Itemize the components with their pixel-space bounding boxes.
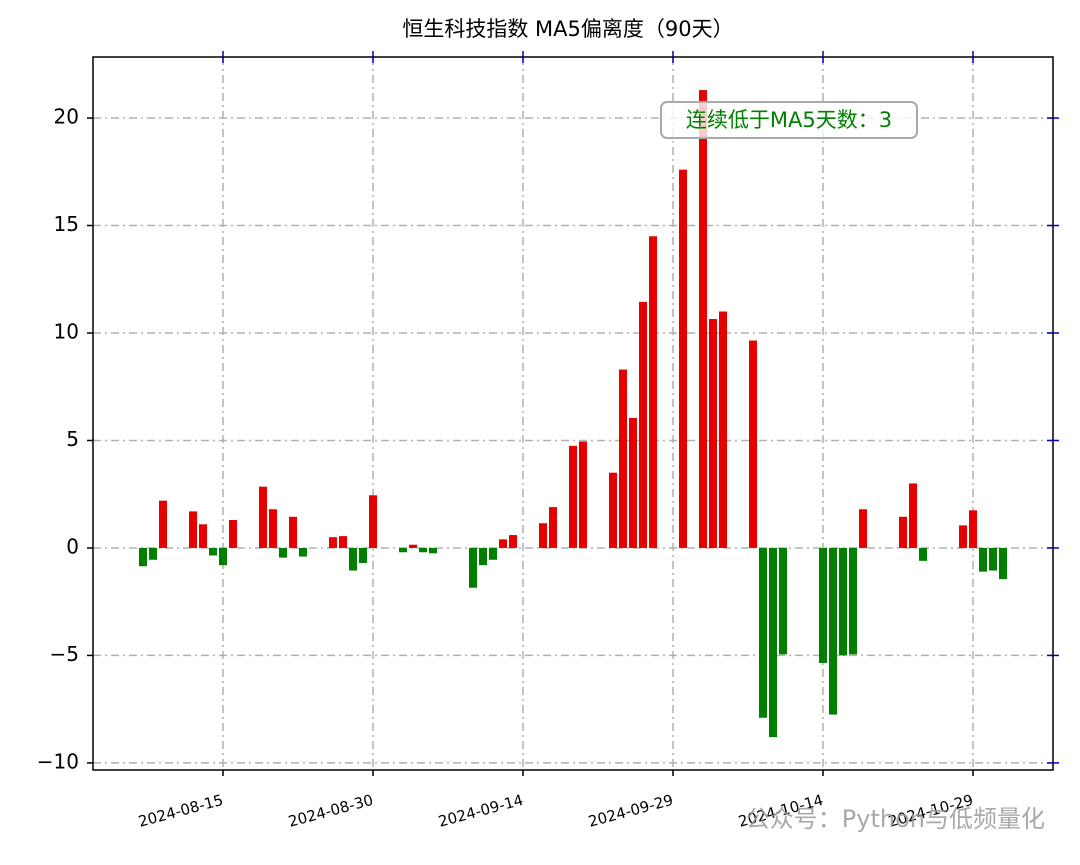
bar [749,340,757,548]
bar [859,509,867,548]
bar [959,525,967,548]
bar [649,236,657,548]
bar [719,311,727,548]
bar [269,509,277,548]
bar [349,547,357,571]
bar [399,547,407,553]
bar [629,417,637,548]
y-tick-label: 10 [54,320,79,344]
y-tick-label: 15 [54,212,79,236]
bar [139,547,147,567]
bar [909,483,917,548]
x-tick-label: 2024-09-14 [436,791,525,831]
bar [409,544,417,548]
y-tick-label: −10 [37,749,79,773]
bar [979,547,987,572]
bar [779,547,787,655]
bar [479,547,487,566]
bar [549,507,557,548]
bar [359,547,367,563]
bar [279,547,287,558]
bar [609,472,617,548]
bar [339,536,347,548]
bar [709,319,717,548]
annotation: 连续低于MA5天数：3 [686,108,892,132]
bar [679,169,687,548]
x-tick-label: 2024-09-29 [586,791,675,831]
bar [369,495,377,548]
bar [229,520,237,548]
bar [469,547,477,588]
y-tick-label: 5 [66,427,79,451]
bar [619,369,627,548]
bar [759,547,767,718]
bar [219,547,227,566]
plot-frame [92,56,1054,771]
bar [209,547,217,556]
bar [289,516,297,548]
bar [329,537,337,548]
annotation-box [660,101,918,139]
bar [149,547,157,560]
bar [969,510,977,548]
y-tick-label: −5 [50,642,79,666]
bar [569,445,577,548]
bar [639,301,647,548]
bar [489,547,497,560]
bar [499,539,507,548]
bar [999,547,1007,580]
watermark: 公众号：Python与低频量化 [746,805,1045,833]
y-tick-label: 0 [66,534,79,558]
chart-title: 恒生科技指数 MA5偏离度（90天） [402,17,733,41]
bar [159,500,167,548]
bar [579,441,587,548]
bar [919,547,927,561]
bar [899,516,907,548]
bar [769,547,777,738]
bar [509,535,517,548]
bar [299,547,307,557]
bar [989,547,997,571]
bar [699,90,707,548]
bar [849,547,857,655]
y-tick-label: 20 [54,105,79,129]
x-tick-label: 2024-08-30 [286,791,375,831]
bar [419,547,427,553]
bar [189,511,197,548]
bar [259,486,267,548]
bar [819,547,827,663]
bar [829,547,837,715]
bar [199,524,207,548]
bar [429,547,437,554]
x-tick-label: 2024-08-15 [136,791,225,831]
bar [839,547,847,656]
bar [539,523,547,548]
